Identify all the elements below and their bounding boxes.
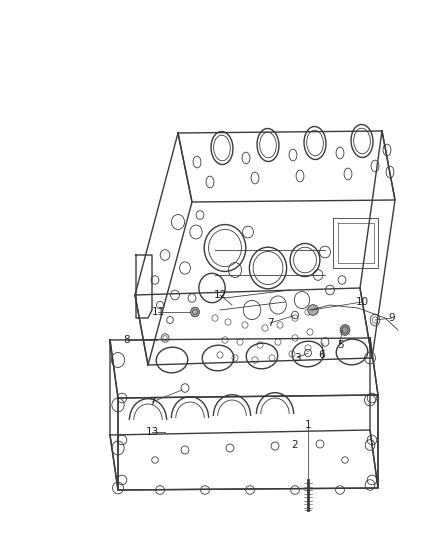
Text: 10: 10 (356, 297, 368, 307)
Ellipse shape (308, 305, 318, 316)
Text: 8: 8 (124, 335, 131, 345)
Text: 7: 7 (148, 397, 155, 407)
Ellipse shape (340, 325, 350, 335)
Text: 13: 13 (145, 427, 159, 437)
Text: 7: 7 (267, 318, 273, 328)
Text: 6: 6 (319, 350, 325, 360)
Text: 9: 9 (389, 313, 396, 323)
Text: 5: 5 (337, 340, 343, 350)
Text: 2: 2 (292, 440, 298, 450)
Text: 11: 11 (152, 307, 165, 317)
Text: 12: 12 (213, 290, 226, 300)
Ellipse shape (191, 307, 199, 317)
Text: 1: 1 (305, 420, 311, 430)
Text: 3: 3 (294, 353, 300, 363)
